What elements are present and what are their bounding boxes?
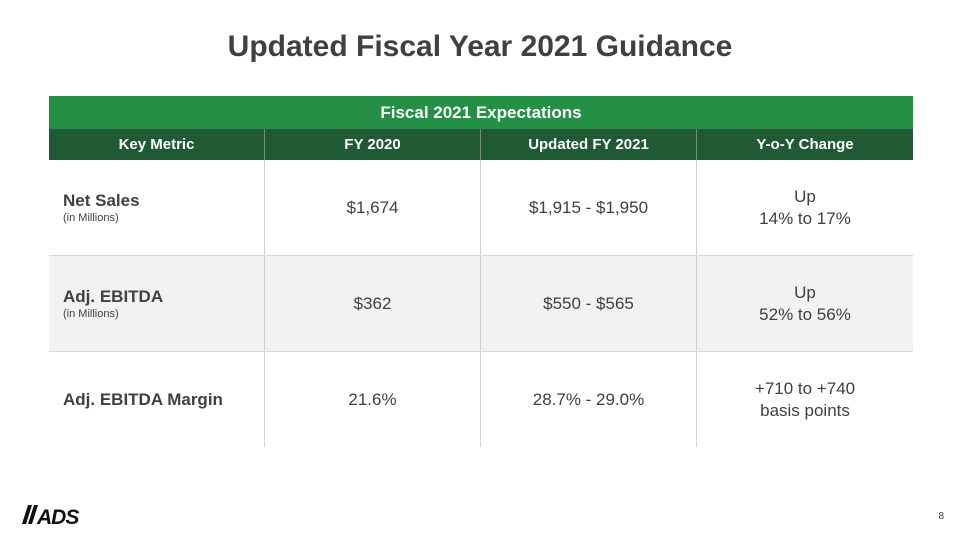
logo-text: ADS [36, 506, 79, 527]
fy2020-cell: $1,674 [265, 160, 481, 255]
header-yoy-change: Y-o-Y Change [756, 136, 854, 153]
metric-unit: (in Millions) [63, 211, 119, 224]
header-updated-fy2021: Updated FY 2021 [481, 129, 697, 160]
change-line-2: 52% to 56% [759, 304, 851, 324]
fy2021-cell: 28.7% - 29.0% [481, 352, 697, 447]
fy2020-cell: 21.6% [265, 352, 481, 447]
change-line-1: +710 to +740 [754, 378, 856, 398]
change-line-1: Up [794, 186, 816, 206]
header-key-metric: Key Metric [49, 129, 265, 160]
fy2021-cell: $1,915 - $1,950 [481, 160, 697, 255]
metric-name: Adj. EBITDA Margin [63, 389, 223, 409]
ads-logo: ADS [22, 503, 86, 532]
table-row: Adj. EBITDA Margin 21.6% 28.7% - 29.0% +… [49, 351, 913, 447]
change-line-1: Up [794, 282, 816, 302]
table-row: Net Sales (in Millions) $1,674 $1,915 - … [49, 160, 913, 255]
metric-cell: Net Sales (in Millions) [49, 160, 265, 255]
change-cell: +710 to +740 basis points [697, 352, 913, 447]
metric-name: Adj. EBITDA [63, 286, 164, 306]
table-header-row: Key Metric FY 2020 Updated FY 2021 Y-o-Y… [49, 129, 913, 160]
metric-cell: Adj. EBITDA (in Millions) [49, 256, 265, 351]
change-line-2: basis points [760, 400, 850, 420]
change-cell: Up 14% to 17% [697, 160, 913, 255]
header-fy2020: FY 2020 [265, 129, 481, 160]
table-band-title: Fiscal 2021 Expectations [49, 96, 913, 129]
change-line-2: 14% to 17% [759, 208, 851, 228]
table-row: Adj. EBITDA (in Millions) $362 $550 - $5… [49, 255, 913, 351]
fy2020-cell: $362 [265, 256, 481, 351]
metric-cell: Adj. EBITDA Margin [49, 352, 265, 447]
fy2021-cell: $550 - $565 [481, 256, 697, 351]
page-number: 8 [938, 511, 944, 522]
slide-title: Updated Fiscal Year 2021 Guidance [227, 30, 733, 63]
metric-name: Net Sales [63, 190, 140, 210]
change-cell: Up 52% to 56% [697, 256, 913, 351]
guidance-table: Fiscal 2021 Expectations Key Metric FY 2… [49, 96, 913, 447]
metric-unit: (in Millions) [63, 307, 119, 320]
ads-logo-mark: ADS [22, 505, 80, 529]
